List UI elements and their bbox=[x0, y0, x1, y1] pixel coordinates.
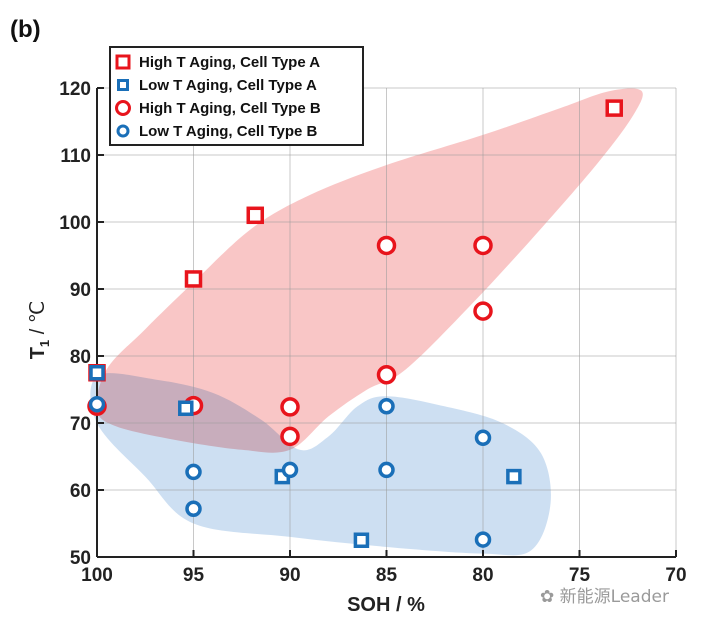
data-point-circle bbox=[378, 461, 395, 479]
x-tick-label: 90 bbox=[279, 565, 300, 586]
watermark-text: 新能源Leader bbox=[559, 587, 669, 607]
y-axis-title-unit: / ℃ bbox=[27, 301, 49, 340]
points-layer bbox=[87, 99, 623, 548]
x-axis-title: SOH / % bbox=[347, 594, 425, 616]
x-tick-label: 95 bbox=[183, 565, 205, 586]
data-point-square bbox=[184, 270, 203, 288]
data-point-circle bbox=[473, 301, 493, 321]
data-point-circle bbox=[474, 429, 492, 446]
x-tick-label: 85 bbox=[376, 565, 398, 586]
y-tick-label: 90 bbox=[70, 280, 91, 301]
data-point-square bbox=[178, 400, 194, 417]
y-tick-label: 50 bbox=[70, 548, 91, 569]
y-tick-label: 60 bbox=[70, 481, 91, 502]
data-point-square bbox=[506, 468, 522, 485]
y-tick-label: 80 bbox=[70, 347, 91, 368]
y-tick-label: 100 bbox=[59, 213, 91, 234]
data-point-circle bbox=[88, 395, 106, 413]
y-axis-title: T1 / ℃ bbox=[27, 301, 52, 360]
legend-label: High T Aging, Cell Type A bbox=[139, 54, 320, 71]
watermark: ✿ 新能源Leader bbox=[540, 582, 669, 607]
wechat-icon: ✿ bbox=[540, 587, 555, 607]
legend-label: Low T Aging, Cell Type A bbox=[139, 77, 317, 94]
regions-layer bbox=[90, 88, 643, 556]
legend-box bbox=[109, 46, 364, 146]
legend-label: High T Aging, Cell Type B bbox=[139, 100, 321, 117]
data-point-circle bbox=[280, 426, 300, 447]
x-tick-label: 100 bbox=[81, 565, 113, 586]
data-point-circle bbox=[378, 398, 395, 415]
data-point-square bbox=[89, 365, 105, 381]
legend-marker-square bbox=[115, 54, 131, 70]
data-point-circle bbox=[473, 235, 493, 256]
x-tick-label: 70 bbox=[665, 565, 686, 586]
y-axis-title-main: T bbox=[27, 347, 49, 359]
legend: High T Aging, Cell Type A Low T Aging, Ce… bbox=[109, 46, 364, 146]
y-tick-label: 110 bbox=[60, 146, 91, 167]
y-tick-label: 120 bbox=[59, 79, 91, 100]
high-t-region bbox=[96, 88, 643, 453]
data-point-square bbox=[605, 99, 623, 117]
low-t-region bbox=[90, 373, 551, 556]
x-tick-label: 75 bbox=[569, 565, 591, 586]
data-point-square bbox=[353, 532, 370, 548]
data-point-circle bbox=[376, 235, 397, 256]
data-point-circle bbox=[376, 365, 397, 385]
legend-marker-circle bbox=[116, 124, 130, 138]
data-point-circle bbox=[474, 531, 492, 548]
panel-label: (b) bbox=[10, 16, 41, 43]
y-tick-label: 70 bbox=[70, 414, 91, 435]
legend-label: Low T Aging, Cell Type B bbox=[139, 123, 317, 140]
grid-layer bbox=[97, 87, 677, 557]
data-point-circle bbox=[281, 461, 299, 479]
data-point-circle bbox=[185, 463, 202, 481]
data-point-square bbox=[246, 206, 265, 225]
data-point-circle bbox=[185, 500, 202, 518]
data-point-circle bbox=[280, 397, 300, 417]
x-tick-label: 80 bbox=[472, 565, 493, 586]
legend-marker-circle bbox=[115, 100, 131, 116]
axes-layer: 100 95 90 85 80 75 70 50 60 70 80 90 100 110 120 bbox=[59, 79, 686, 586]
y-axis-title-sub: 1 bbox=[37, 340, 52, 347]
legend-marker-square bbox=[117, 79, 129, 91]
